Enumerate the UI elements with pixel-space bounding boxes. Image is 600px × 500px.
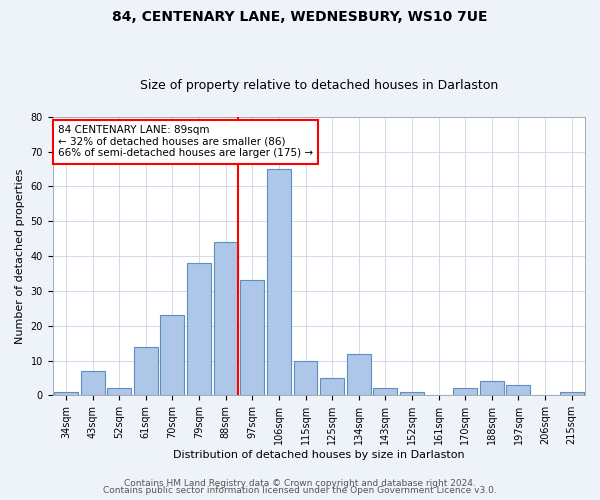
Bar	[80, 371, 104, 396]
Text: Contains public sector information licensed under the Open Government Licence v3: Contains public sector information licen…	[103, 486, 497, 495]
Text: 84, CENTENARY LANE, WEDNESBURY, WS10 7UE: 84, CENTENARY LANE, WEDNESBURY, WS10 7UE	[112, 10, 488, 24]
Bar	[107, 388, 131, 396]
Bar	[134, 346, 158, 396]
Text: Contains HM Land Registry data © Crown copyright and database right 2024.: Contains HM Land Registry data © Crown c…	[124, 478, 476, 488]
Bar	[187, 263, 211, 396]
Bar	[214, 242, 238, 396]
Y-axis label: Number of detached properties: Number of detached properties	[15, 168, 25, 344]
Bar	[293, 360, 317, 396]
Bar	[373, 388, 397, 396]
Bar	[320, 378, 344, 396]
Bar	[506, 385, 530, 396]
Text: 84 CENTENARY LANE: 89sqm
← 32% of detached houses are smaller (86)
66% of semi-d: 84 CENTENARY LANE: 89sqm ← 32% of detach…	[58, 125, 313, 158]
Bar	[347, 354, 371, 396]
Bar	[453, 388, 477, 396]
Bar	[267, 169, 291, 396]
Bar	[560, 392, 584, 396]
Bar	[54, 392, 78, 396]
Title: Size of property relative to detached houses in Darlaston: Size of property relative to detached ho…	[140, 79, 498, 92]
Bar	[480, 382, 504, 396]
Bar	[160, 316, 184, 396]
Bar	[241, 280, 264, 396]
Bar	[400, 392, 424, 396]
X-axis label: Distribution of detached houses by size in Darlaston: Distribution of detached houses by size …	[173, 450, 464, 460]
